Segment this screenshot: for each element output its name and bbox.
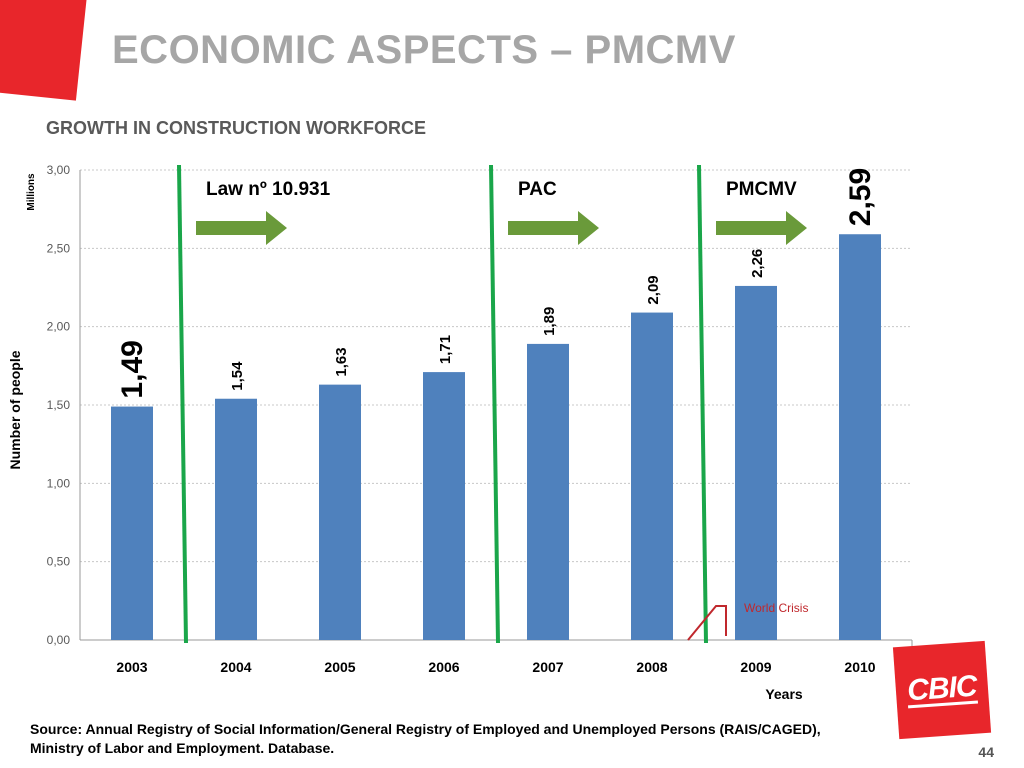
bar bbox=[839, 234, 881, 640]
milestone-line bbox=[697, 164, 708, 644]
y-tick-label: 1,00 bbox=[47, 476, 71, 490]
milestone-line bbox=[177, 164, 188, 644]
bar bbox=[215, 398, 257, 640]
y-tick-label: 3,00 bbox=[47, 163, 71, 177]
data-label: 2,26 bbox=[749, 249, 766, 278]
bar bbox=[735, 285, 777, 640]
data-label: 2,59 bbox=[844, 168, 877, 226]
x-tick-label: 2006 bbox=[428, 659, 459, 675]
x-tick-label: 2003 bbox=[116, 659, 147, 675]
chart-subtitle: GROWTH IN CONSTRUCTION WORKFORCE bbox=[46, 118, 426, 138]
x-axis-label: Years bbox=[765, 686, 803, 702]
milestone-arrow bbox=[196, 211, 287, 245]
bar bbox=[631, 312, 673, 640]
bar bbox=[111, 406, 153, 640]
milestone-line bbox=[489, 164, 500, 644]
cbic-logo: CBIC bbox=[892, 640, 992, 740]
x-tick-label: 2010 bbox=[844, 659, 875, 675]
y-tick-label: 2,00 bbox=[47, 320, 71, 334]
crisis-marker bbox=[687, 605, 727, 641]
milestone-arrow bbox=[508, 211, 599, 245]
milestone-label-pmcmv: PMCMV bbox=[726, 179, 797, 200]
milestone-label-law: Law nº 10.931 bbox=[206, 179, 331, 200]
data-label: 1,54 bbox=[229, 361, 246, 391]
y-tick-label: 0,50 bbox=[47, 555, 71, 569]
bar bbox=[319, 384, 361, 640]
milestone-arrow bbox=[716, 211, 807, 245]
page-number: 44 bbox=[978, 744, 994, 760]
y-axis-label: Number of people bbox=[7, 350, 23, 469]
slide-title: ECONOMIC ASPECTS – PMCMV bbox=[112, 28, 736, 72]
corner-accent bbox=[0, 0, 88, 101]
data-label: 2,09 bbox=[645, 275, 662, 304]
x-tick-label: 2009 bbox=[740, 659, 771, 675]
bar bbox=[423, 372, 465, 640]
crisis-label: World Crisis bbox=[744, 601, 808, 615]
y-tick-label: 1,50 bbox=[47, 398, 71, 412]
x-tick-label: 2008 bbox=[636, 659, 667, 675]
milestone-label-pac: PAC bbox=[518, 179, 557, 200]
bar-chart: 0,00 0,50 1,00 1,50 2,00 2,50 3,00 Millions Numb… bbox=[7, 163, 913, 702]
data-label: 1,49 bbox=[116, 340, 149, 398]
y-tick-label: 0,00 bbox=[47, 633, 71, 647]
source-note: Source: Annual Registry of Social Inform… bbox=[30, 721, 821, 756]
x-tick-label: 2005 bbox=[324, 659, 355, 675]
y-tick-label: 2,50 bbox=[47, 241, 71, 255]
data-label: 1,89 bbox=[541, 307, 558, 336]
unit-label: Millions bbox=[26, 173, 37, 211]
x-tick-label: 2007 bbox=[532, 659, 563, 675]
x-tick-label: 2004 bbox=[220, 659, 251, 675]
data-label: 1,63 bbox=[333, 347, 350, 376]
logo-text: CBIC bbox=[906, 669, 978, 708]
data-label: 1,71 bbox=[437, 335, 454, 364]
bar bbox=[527, 343, 569, 640]
